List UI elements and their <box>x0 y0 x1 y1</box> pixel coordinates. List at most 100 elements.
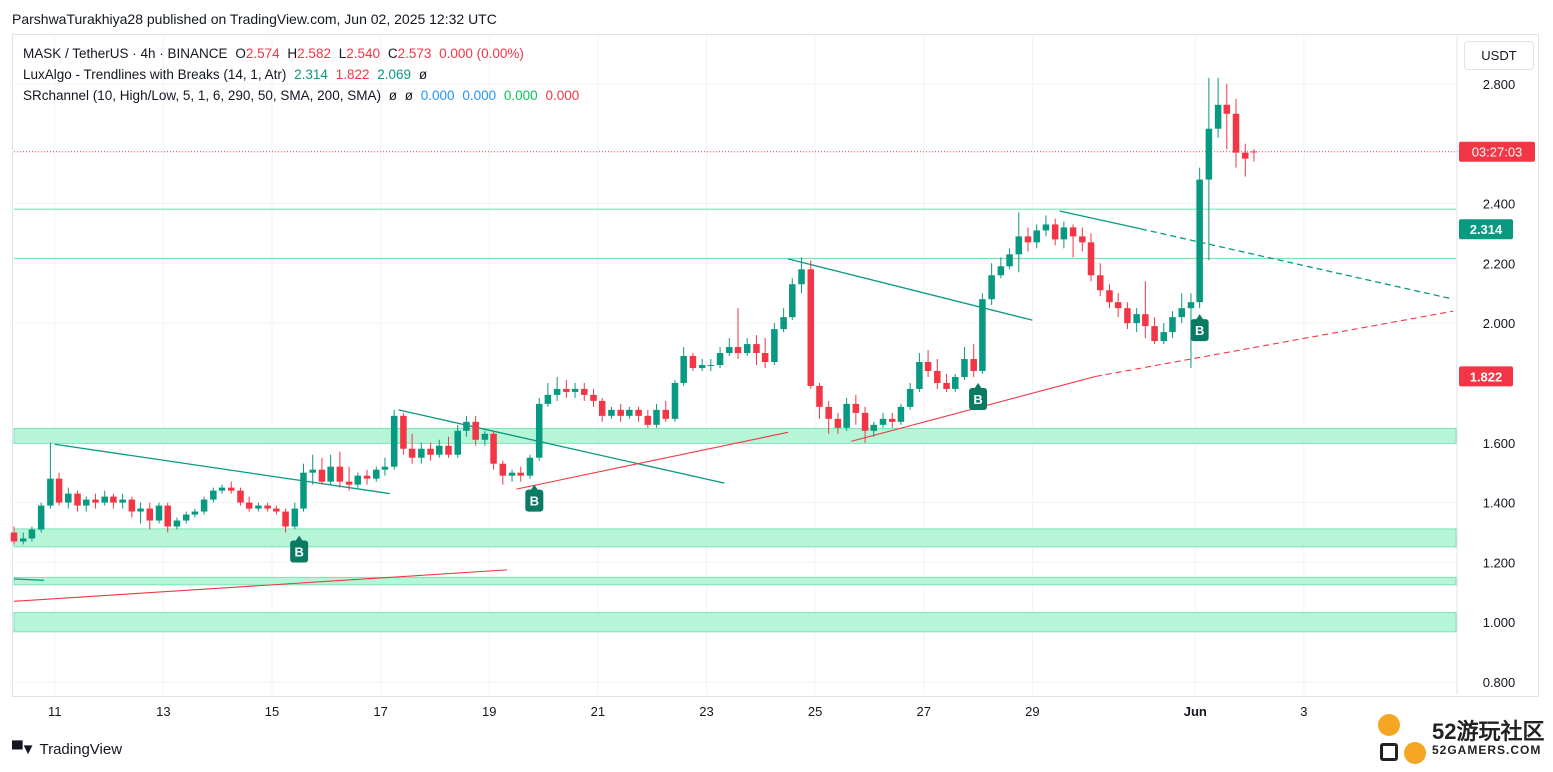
candle-body[interactable] <box>888 418 896 422</box>
candle-body[interactable] <box>92 499 99 503</box>
candle-body[interactable] <box>816 385 823 407</box>
candle-body[interactable] <box>10 532 18 542</box>
candle-body[interactable] <box>1096 275 1104 291</box>
candle-body[interactable] <box>291 508 299 527</box>
candle-body[interactable] <box>689 356 697 368</box>
candle-body[interactable] <box>1232 113 1240 153</box>
candle-body[interactable] <box>934 370 941 383</box>
currency-unit-button[interactable]: USDT <box>1464 41 1534 70</box>
candle-body[interactable] <box>155 505 163 521</box>
candle-body[interactable] <box>408 448 416 458</box>
candle-body[interactable] <box>861 412 869 431</box>
candle-body[interactable] <box>743 344 751 354</box>
candle-body[interactable] <box>1006 254 1013 267</box>
candle-body[interactable] <box>237 490 244 503</box>
candle-body[interactable] <box>988 275 995 300</box>
candle-body[interactable] <box>590 394 597 401</box>
candle-body[interactable] <box>644 415 652 425</box>
candle-body[interactable] <box>581 388 588 395</box>
candle-body[interactable] <box>146 508 154 521</box>
candle-body[interactable] <box>598 400 606 416</box>
candle-body[interactable] <box>218 487 226 491</box>
candle-body[interactable] <box>726 347 733 354</box>
candle-body[interactable] <box>563 388 570 392</box>
candle-body[interactable] <box>245 502 253 509</box>
candle-body[interactable] <box>870 424 878 431</box>
candle-body[interactable] <box>1079 236 1086 243</box>
legend-symbol[interactable]: MASK / TetherUS · 4h · BINANCE <box>23 46 228 61</box>
candle-body[interactable] <box>807 269 815 386</box>
candle-body[interactable] <box>979 299 986 371</box>
candle-body[interactable] <box>517 472 524 476</box>
candle-body[interactable] <box>1051 224 1059 240</box>
candle-body[interactable] <box>680 356 687 383</box>
candle-body[interactable] <box>1223 104 1231 114</box>
candle-body[interactable] <box>1033 230 1040 243</box>
candle-body[interactable] <box>472 421 479 440</box>
candle-body[interactable] <box>825 406 832 419</box>
candle-body[interactable] <box>427 448 434 455</box>
candle-body[interactable] <box>499 463 507 476</box>
candle-body[interactable] <box>273 508 280 512</box>
candle-body[interactable] <box>55 478 63 503</box>
candle-body[interactable] <box>373 469 380 479</box>
tradingview-logo[interactable]: ▀▼ TradingView <box>12 741 122 758</box>
candle-body[interactable] <box>65 493 72 503</box>
candle-body[interactable] <box>1250 151 1258 153</box>
candle-body[interactable] <box>1151 326 1158 342</box>
candle-body[interactable] <box>264 505 271 509</box>
candle-body[interactable] <box>1214 104 1222 129</box>
candle-body[interactable] <box>1069 227 1077 237</box>
candle-body[interactable] <box>1015 236 1023 255</box>
candle-body[interactable] <box>1114 302 1122 309</box>
candle-body[interactable] <box>997 266 1005 276</box>
candle-body[interactable] <box>535 403 543 458</box>
candle-body[interactable] <box>780 317 787 330</box>
candle-body[interactable] <box>626 409 633 416</box>
candle-body[interactable] <box>798 269 805 285</box>
candle-body[interactable] <box>553 388 561 395</box>
candle-body[interactable] <box>110 496 117 503</box>
candle-body[interactable] <box>753 344 760 354</box>
candle-body[interactable] <box>1042 224 1050 231</box>
candle-body[interactable] <box>19 538 27 542</box>
candle-body[interactable] <box>707 365 715 366</box>
candle-body[interactable] <box>173 520 181 527</box>
candle-body[interactable] <box>1133 314 1140 324</box>
candle-body[interactable] <box>852 403 860 413</box>
candle-body[interactable] <box>282 511 289 527</box>
candle-body[interactable] <box>1242 152 1249 159</box>
candle-body[interactable] <box>834 418 842 428</box>
candle-body[interactable] <box>734 347 742 354</box>
candle-body[interactable] <box>1142 314 1149 327</box>
candle-body[interactable] <box>698 365 706 368</box>
indicator2-name[interactable]: SRchannel (10, High/Low, 5, 1, 6, 290, 5… <box>23 88 381 103</box>
candle-body[interactable] <box>454 430 461 455</box>
candle-body[interactable] <box>363 475 371 479</box>
candle-body[interactable] <box>47 478 54 506</box>
candle-body[interactable] <box>327 466 334 482</box>
candle-body[interactable] <box>318 469 326 482</box>
candle-body[interactable] <box>463 421 470 431</box>
candle-body[interactable] <box>1196 179 1203 303</box>
candle-body[interactable] <box>508 472 516 476</box>
candle-body[interactable] <box>490 433 497 464</box>
candle-body[interactable] <box>200 499 208 512</box>
candle-body[interactable] <box>82 499 90 506</box>
candle-body[interactable] <box>897 406 905 422</box>
candle-body[interactable] <box>924 362 932 371</box>
candle-body[interactable] <box>400 415 407 449</box>
candle-body[interactable] <box>789 284 796 318</box>
candle-body[interactable] <box>300 472 307 509</box>
candle-body[interactable] <box>608 409 615 416</box>
candle-body[interactable] <box>1169 317 1176 333</box>
candle-body[interactable] <box>345 481 353 485</box>
candle-body[interactable] <box>916 362 923 389</box>
candle-body[interactable] <box>571 388 579 392</box>
candle-body[interactable] <box>309 469 316 473</box>
candle-body[interactable] <box>128 499 136 512</box>
candle-body[interactable] <box>191 511 199 515</box>
candle-body[interactable] <box>771 329 778 363</box>
candle-body[interactable] <box>210 490 217 500</box>
candle-body[interactable] <box>101 496 108 503</box>
